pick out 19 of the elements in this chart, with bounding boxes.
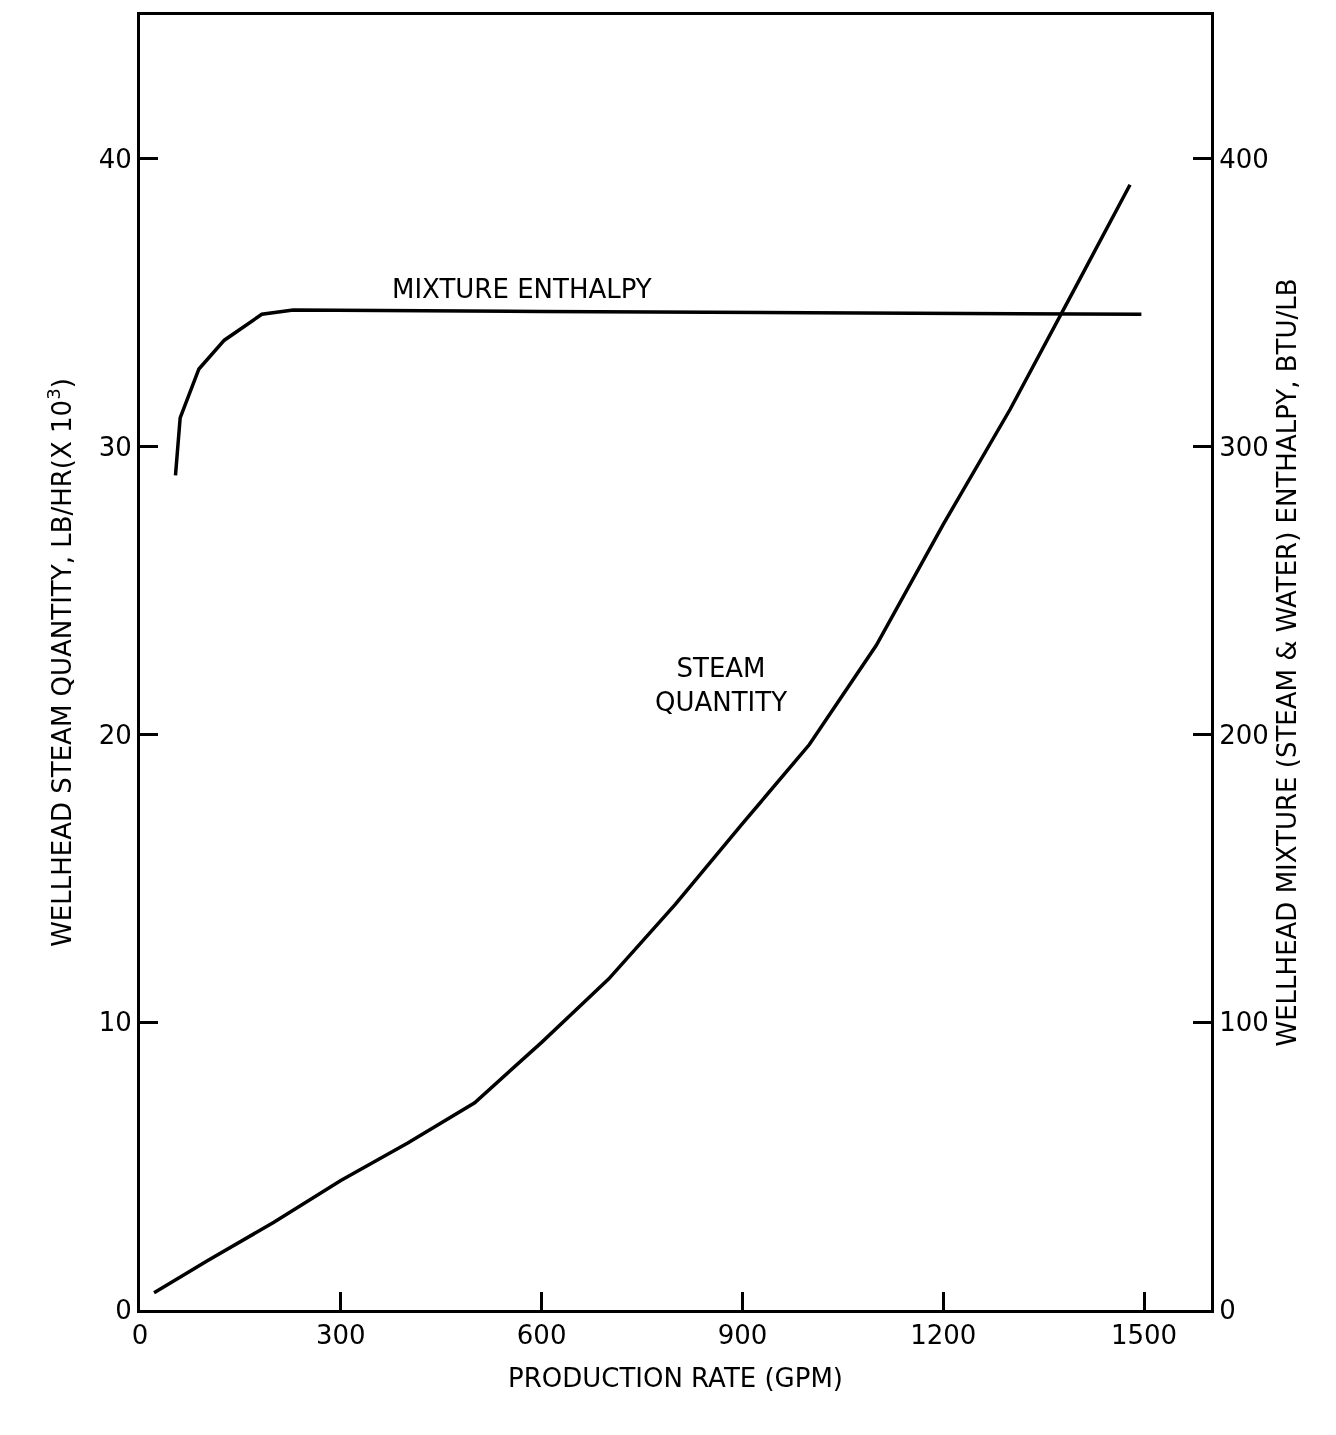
y-tick-label: 10 bbox=[98, 1007, 132, 1038]
x-tick-label: 600 bbox=[516, 1320, 567, 1351]
y-tick-label: 40 bbox=[98, 143, 132, 174]
y-tick-label: 0 bbox=[115, 1295, 132, 1326]
x-tick-label: 1200 bbox=[910, 1320, 977, 1351]
x-tick-label: 300 bbox=[315, 1320, 366, 1351]
x-tick-label: 1500 bbox=[1110, 1320, 1178, 1351]
x-tick-label: 900 bbox=[717, 1320, 768, 1351]
series-label: STEAM QUANTITY bbox=[655, 653, 788, 717]
x-axis-title: PRODUCTION RATE (GPM) bbox=[507, 1362, 844, 1393]
y2-tick-label: 200 bbox=[1219, 719, 1269, 750]
y2-tick-label: 400 bbox=[1219, 143, 1269, 174]
series-label: MIXTURE ENTHALPY bbox=[392, 274, 652, 304]
y2-axis-title: WELLHEAD MIXTURE (STEAM & WATER) ENTHALPY, BTU/LB bbox=[1271, 278, 1302, 1047]
y2-tick-label: 300 bbox=[1219, 431, 1269, 462]
y-tick-label: 30 bbox=[98, 431, 132, 462]
y-tick-label: 20 bbox=[98, 719, 132, 750]
y2-tick-label: 100 bbox=[1219, 1007, 1269, 1038]
y2-tick-label: 0 bbox=[1219, 1295, 1236, 1326]
